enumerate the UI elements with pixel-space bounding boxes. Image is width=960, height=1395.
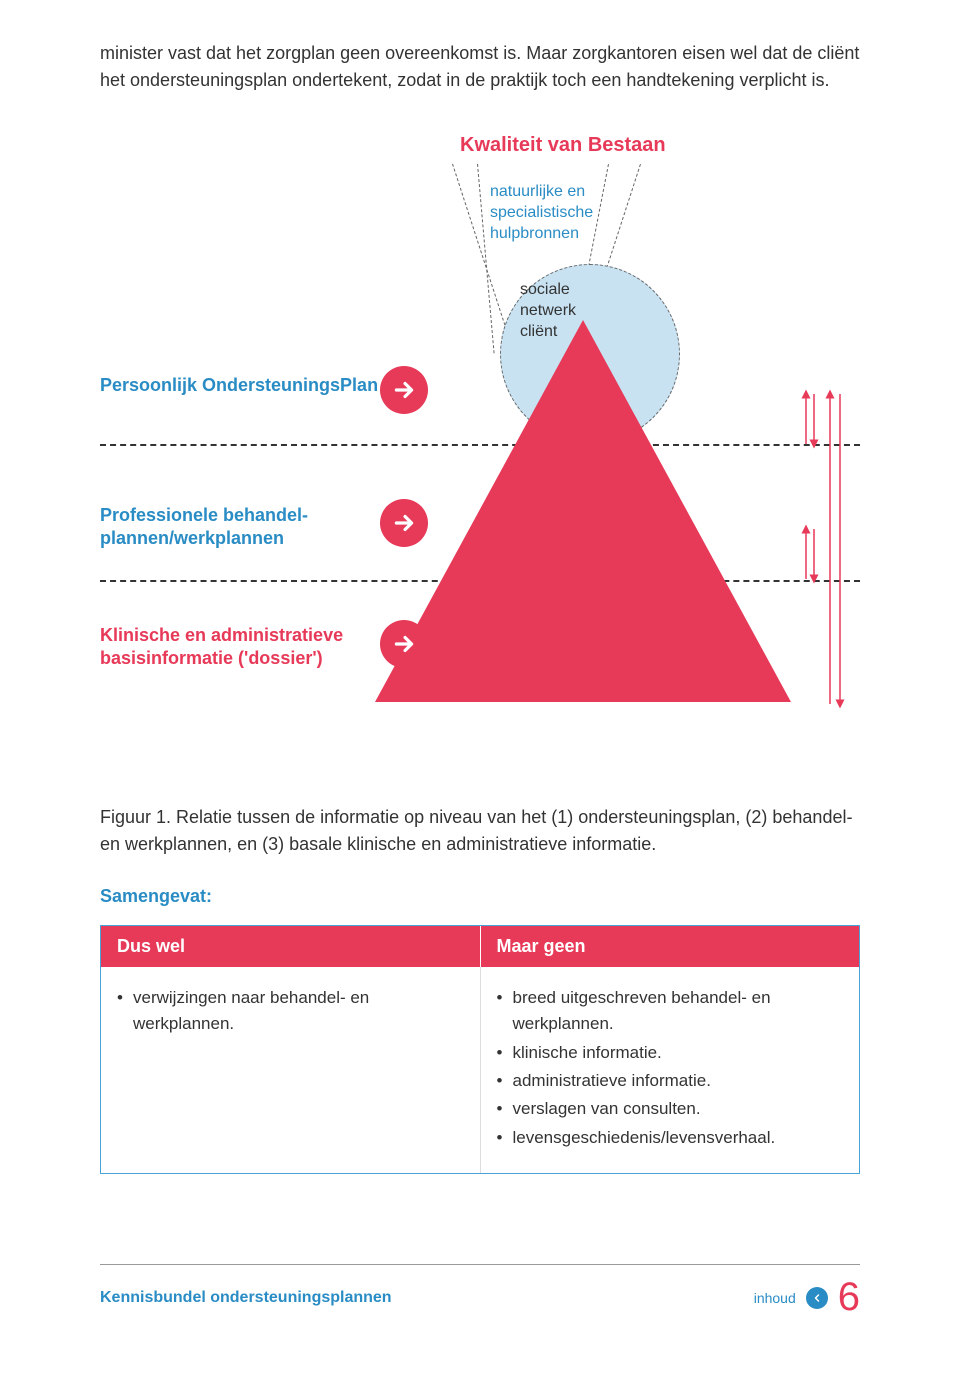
- table-header-right: Maar geen: [481, 926, 860, 967]
- label-klinische: Klinische en administratievebasisinforma…: [100, 624, 343, 671]
- arrow-right-icon: [380, 499, 428, 547]
- arrow-right-icon: [380, 620, 428, 668]
- footer-link-inhoud[interactable]: inhoud: [754, 1290, 796, 1306]
- arrow-right-icon: [380, 366, 428, 414]
- label-persoonlijk: Persoonlijk OndersteuningsPlan: [100, 374, 378, 397]
- list-item: breed uitgeschreven behandel- en werkpla…: [495, 985, 846, 1038]
- list-item: verwijzingen naar behandel- en werkplann…: [115, 985, 466, 1038]
- list-item: verslagen van consulten.: [495, 1096, 846, 1122]
- pyramid: [375, 320, 791, 702]
- diagram-title: Kwaliteit van Bestaan: [460, 134, 666, 157]
- table-cell-left: verwijzingen naar behandel- en werkplann…: [101, 967, 481, 1173]
- vertical-arrows: [800, 389, 850, 709]
- list-item: administratieve informatie.: [495, 1068, 846, 1094]
- page-number: 6: [838, 1275, 860, 1320]
- page-footer: Kennisbundel ondersteuningsplannen inhou…: [100, 1264, 860, 1320]
- diagram-subtitle-2: socialenetwerkcliënt: [520, 280, 576, 342]
- list-item: klinische informatie.: [495, 1040, 846, 1066]
- table-header-left: Dus wel: [101, 926, 481, 967]
- figure-caption: Figuur 1. Relatie tussen de informatie o…: [100, 804, 860, 858]
- diagram-container: Kwaliteit van Bestaan natuurlijke enspec…: [100, 134, 860, 774]
- summary-label: Samengevat:: [100, 886, 860, 907]
- back-arrow-icon[interactable]: [806, 1287, 828, 1309]
- diagram-subtitle-1: natuurlijke enspecialistischehulpbronnen: [490, 182, 593, 244]
- table-cell-right: breed uitgeschreven behandel- en werkpla…: [481, 967, 860, 1173]
- summary-table: Dus wel Maar geen verwijzingen naar beha…: [100, 925, 860, 1174]
- label-professionele: Professionele behandel-plannen/werkplann…: [100, 504, 308, 551]
- intro-paragraph: minister vast dat het zorgplan geen over…: [100, 40, 860, 94]
- footer-title: Kennisbundel ondersteuningsplannen: [100, 1289, 392, 1307]
- list-item: levensgeschiedenis/levensverhaal.: [495, 1125, 846, 1151]
